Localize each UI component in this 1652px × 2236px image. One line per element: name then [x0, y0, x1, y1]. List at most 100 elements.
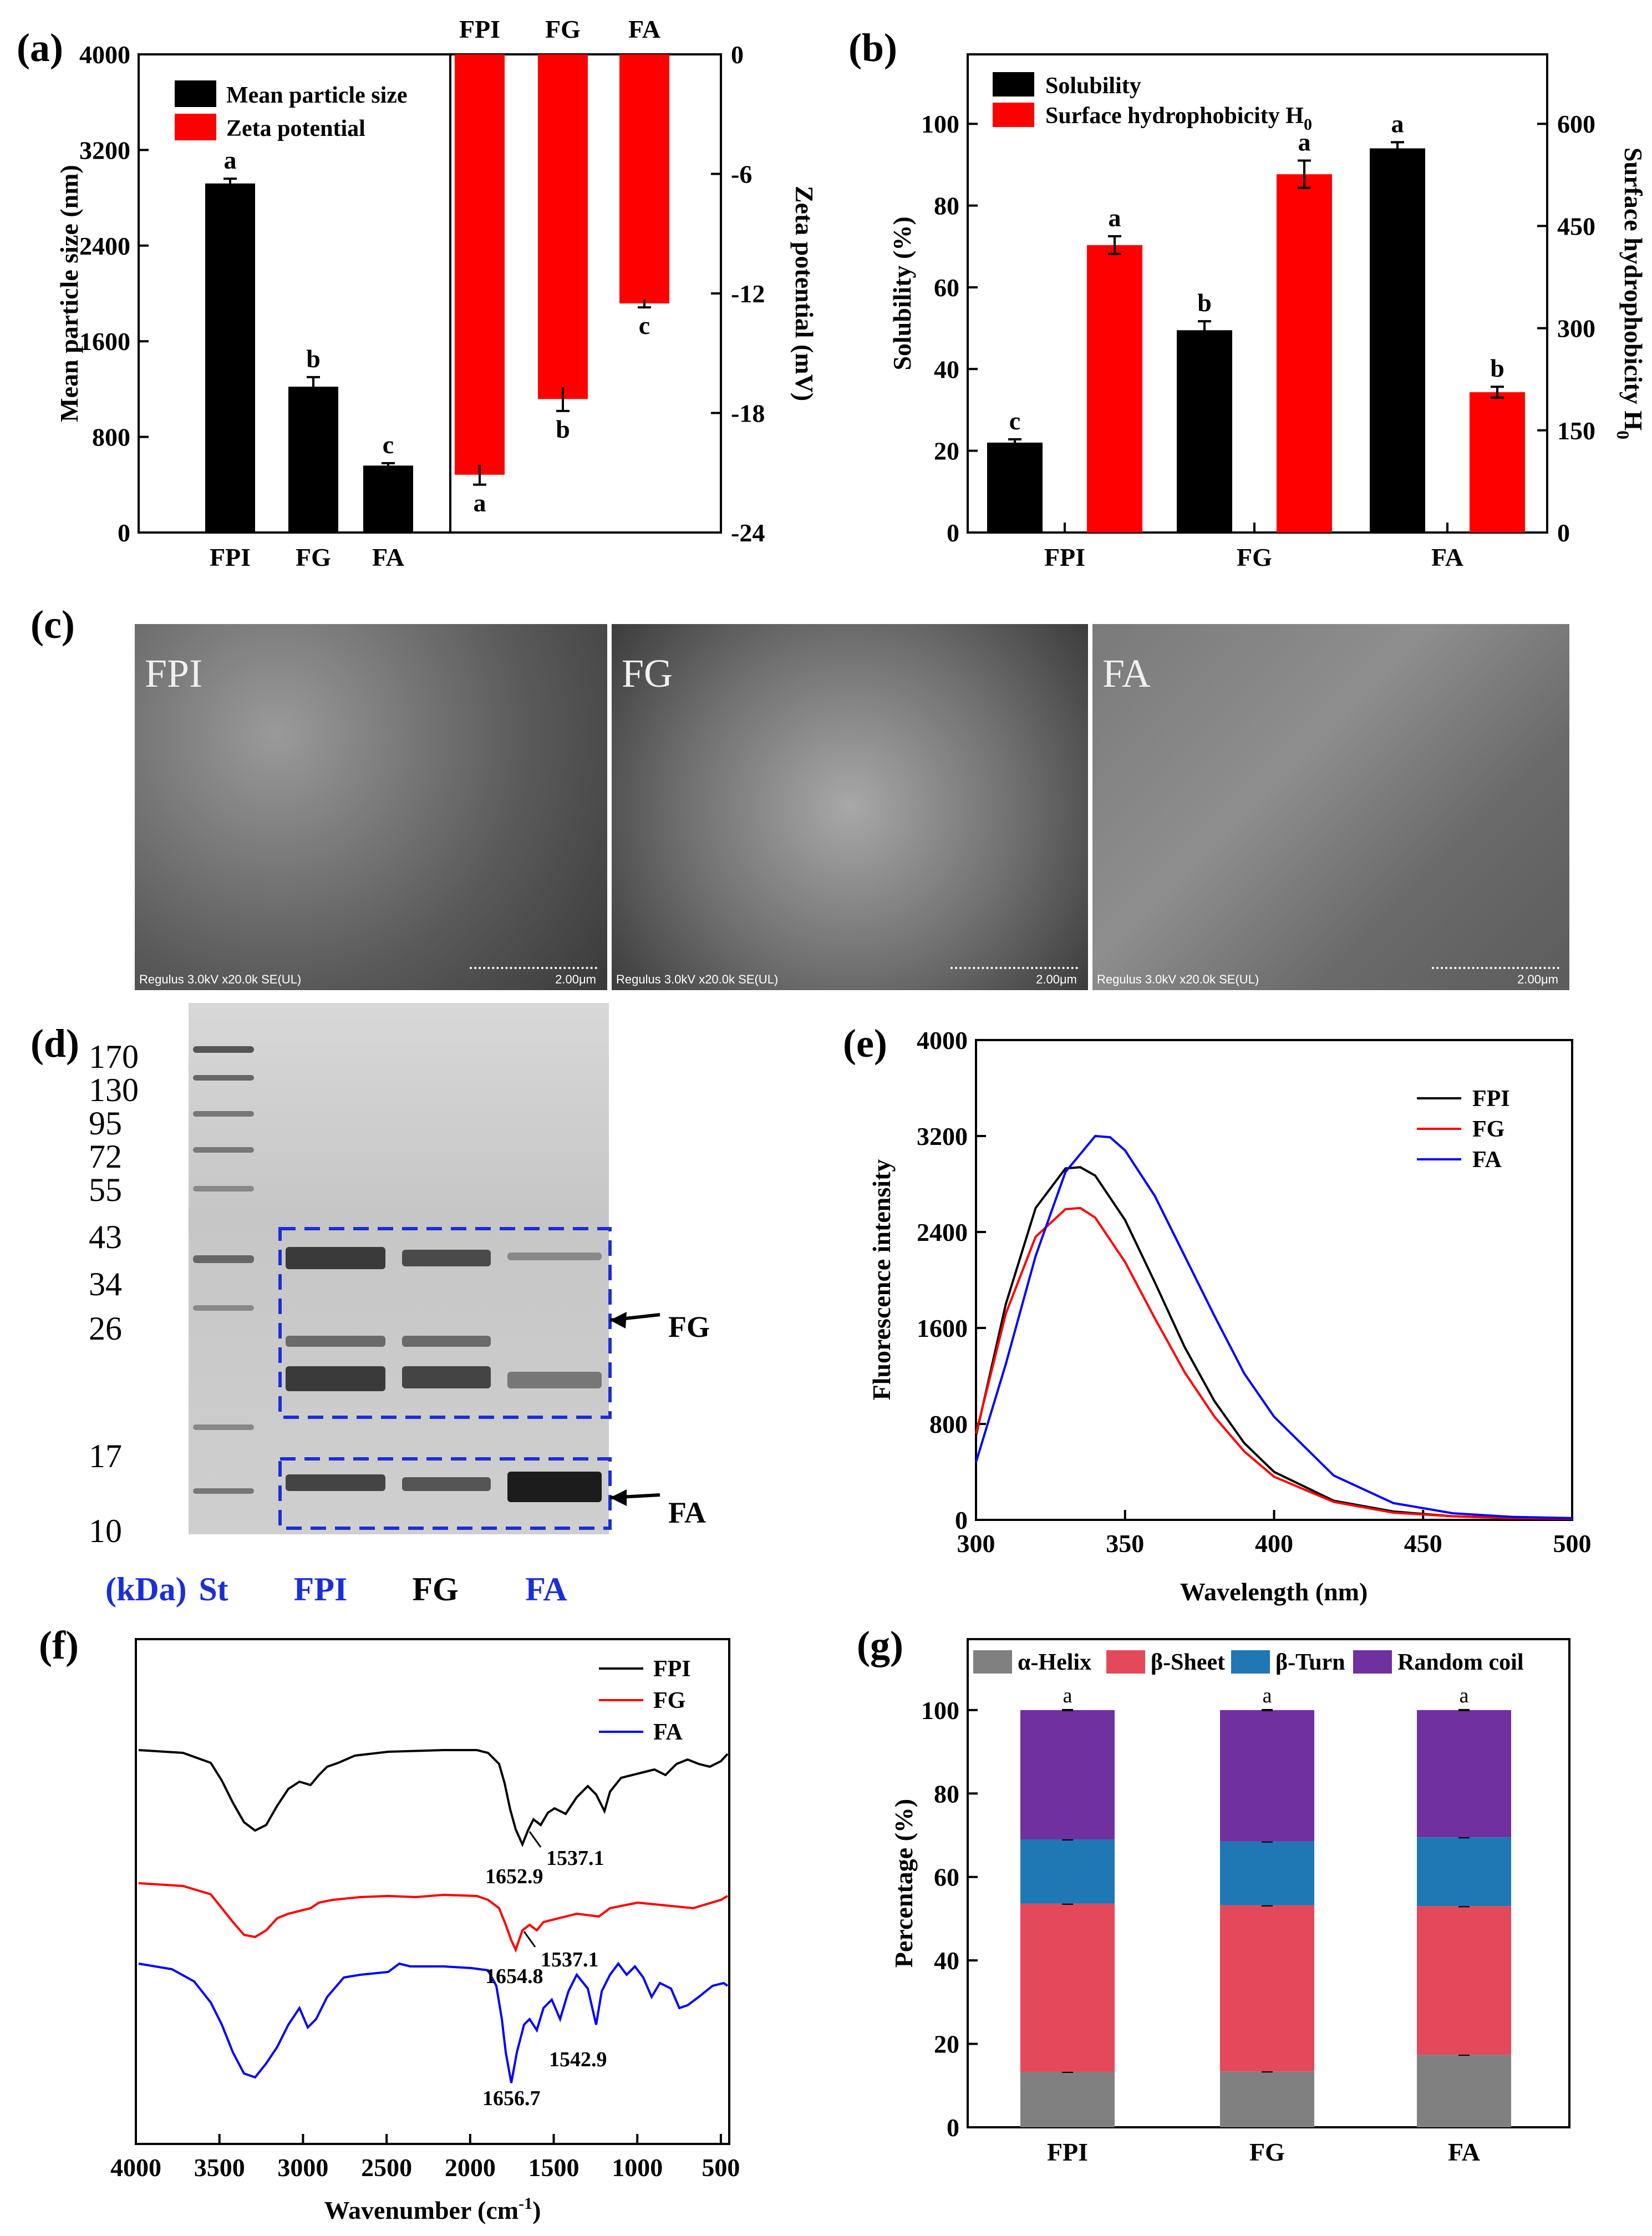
- sem-scale: 2.00μm: [1036, 972, 1077, 986]
- panel-label-b: (b): [848, 26, 897, 70]
- y-tick-label: 20: [934, 437, 959, 465]
- y-axis-label: Fluorescence intensity: [867, 1159, 896, 1401]
- significance-letter: a: [1298, 128, 1311, 156]
- gel-band: [193, 1488, 254, 1494]
- ftir-curve-fg: [138, 1882, 729, 1953]
- y-tick-label: 0: [118, 519, 130, 547]
- x-tick-label: FPI: [210, 543, 251, 571]
- stacked-segment: [1417, 1710, 1511, 1838]
- sem-image-fa: FA Regulus 3.0kV x20.0k SE(UL) 2.00μm: [1092, 624, 1569, 990]
- y-tick-label: 3200: [79, 136, 130, 164]
- plot-frame: [135, 1638, 730, 2145]
- x-tick-label: FA: [372, 543, 404, 571]
- legend-label: α-Helix: [1018, 1650, 1091, 1675]
- stacked-segment: [1020, 1710, 1115, 1840]
- y-tick-label: 1600: [917, 1314, 968, 1342]
- fa-arrowhead: [610, 1489, 627, 1506]
- annotation-label: 1656.7: [482, 2087, 541, 2110]
- lane-label: St: [199, 1571, 228, 1608]
- gel-band: [402, 1336, 491, 1347]
- x-tick-label: 2500: [361, 2153, 412, 2182]
- ftir-curve-fa: [138, 1961, 729, 2083]
- ftir-curve-fpi: [138, 1749, 729, 1848]
- series-line-fg: [975, 1206, 1573, 1520]
- scale-bar: [470, 967, 597, 971]
- panel-label-g: (g): [857, 1623, 903, 1667]
- annotation-label: 1652.9: [485, 1865, 543, 1888]
- legend-label: β-Turn: [1275, 1650, 1345, 1675]
- gel-band: [193, 1075, 254, 1081]
- y2-axis-label: Zeta potential (mV): [790, 186, 819, 401]
- legend-swatch: [993, 103, 1034, 127]
- bar: [1177, 330, 1232, 533]
- plot-frame: [975, 1039, 1573, 1521]
- gel-band: [402, 1366, 491, 1388]
- lane-label: FPI: [294, 1571, 348, 1608]
- significance-letter: a: [1391, 109, 1404, 138]
- annotation-label: 1542.9: [549, 2048, 607, 2071]
- y-tick-label: 80: [934, 1779, 959, 1808]
- panel-label-c: (c): [31, 602, 75, 647]
- panel-f-chart: Wavenumber (cm-1) FPI FG FA 1537.1 1652.…: [110, 1638, 740, 2224]
- x-tick-label-top: FPI: [459, 15, 500, 43]
- gel-band: [193, 1111, 254, 1117]
- y-tick-label: 2400: [79, 232, 130, 260]
- significance-letter: a: [1109, 204, 1121, 232]
- bar: [1277, 174, 1332, 533]
- legend-label: Zeta potential: [226, 116, 365, 141]
- significance-letter: c: [639, 311, 650, 339]
- x-tick-label: 2000: [445, 2153, 496, 2182]
- gel-band: [286, 1474, 385, 1491]
- panel-g-chart: Percentage (%) 020406080100FPIbabaFGbaba…: [889, 1638, 1570, 2166]
- legend-swatch: [993, 72, 1034, 97]
- sem-scale: 2.00μm: [1517, 972, 1558, 986]
- legend-swatch: [973, 1650, 1012, 1674]
- y2-axis-label: Surface hydrophobicity H0: [1613, 148, 1648, 439]
- x-tick-label: 400: [1255, 1529, 1293, 1558]
- y-axis-label: Percentage (%): [889, 1799, 918, 1968]
- legend-label: FPI: [653, 1656, 691, 1682]
- y-tick-label: 60: [934, 273, 959, 302]
- x-axis-label-text: Wavenumber (cm: [324, 2196, 519, 2224]
- panel-b-chart: Solubility (%) Surface hydrophobicity H0…: [888, 53, 1648, 571]
- x-axis-label-end: ): [532, 2196, 541, 2224]
- x-tick-label: 4000: [110, 2153, 161, 2182]
- x-tick-label: 450: [1404, 1529, 1442, 1558]
- y2-tick-label: 300: [1557, 315, 1595, 343]
- y2-tick-label: -6: [731, 160, 752, 189]
- x-tick-label: FA: [1448, 2138, 1480, 2166]
- gel-band: [402, 1250, 491, 1266]
- annotation-label: 1537.1: [546, 1847, 604, 1870]
- significance-letter: c: [383, 430, 394, 459]
- x-tick-label: 500: [1553, 1529, 1592, 1558]
- legend-swatch: [1353, 1650, 1392, 1674]
- marker-label: 10: [89, 1513, 122, 1549]
- x-tick-label: FG: [1237, 543, 1272, 571]
- panel-e-chart: Fluorescence intensity Wavelength (nm) 3…: [867, 1026, 1592, 1606]
- y-tick-label: 800: [929, 1410, 968, 1438]
- stacked-segment: [1220, 2071, 1314, 2127]
- marker-label: 130: [89, 1072, 139, 1108]
- y2-tick-label: 150: [1557, 417, 1595, 445]
- gel-band: [193, 1255, 254, 1263]
- marker-label: 26: [89, 1310, 122, 1347]
- significance-letter: a: [1263, 1684, 1272, 1707]
- y-tick-label: 80: [934, 192, 959, 220]
- legend-label-sub: 0: [1304, 115, 1312, 134]
- significance-letter: a: [1460, 1684, 1469, 1707]
- annotation-label: 1654.8: [485, 1965, 543, 1988]
- legend-label: β-Sheet: [1151, 1650, 1225, 1675]
- stacked-segment: [1020, 1903, 1115, 2072]
- y-tick-label: 100: [921, 110, 959, 138]
- bar: [538, 54, 588, 399]
- lane-label: FG: [412, 1571, 458, 1608]
- y-tick-label: 2400: [917, 1218, 968, 1246]
- sem-scale: 2.00μm: [555, 972, 596, 986]
- scale-bar: [1432, 967, 1559, 971]
- significance-letter: b: [306, 344, 321, 373]
- stacked-segment: [1220, 1905, 1314, 2072]
- x-tick-label: FPI: [1047, 2138, 1088, 2166]
- annotation-arrow: [523, 1931, 536, 1948]
